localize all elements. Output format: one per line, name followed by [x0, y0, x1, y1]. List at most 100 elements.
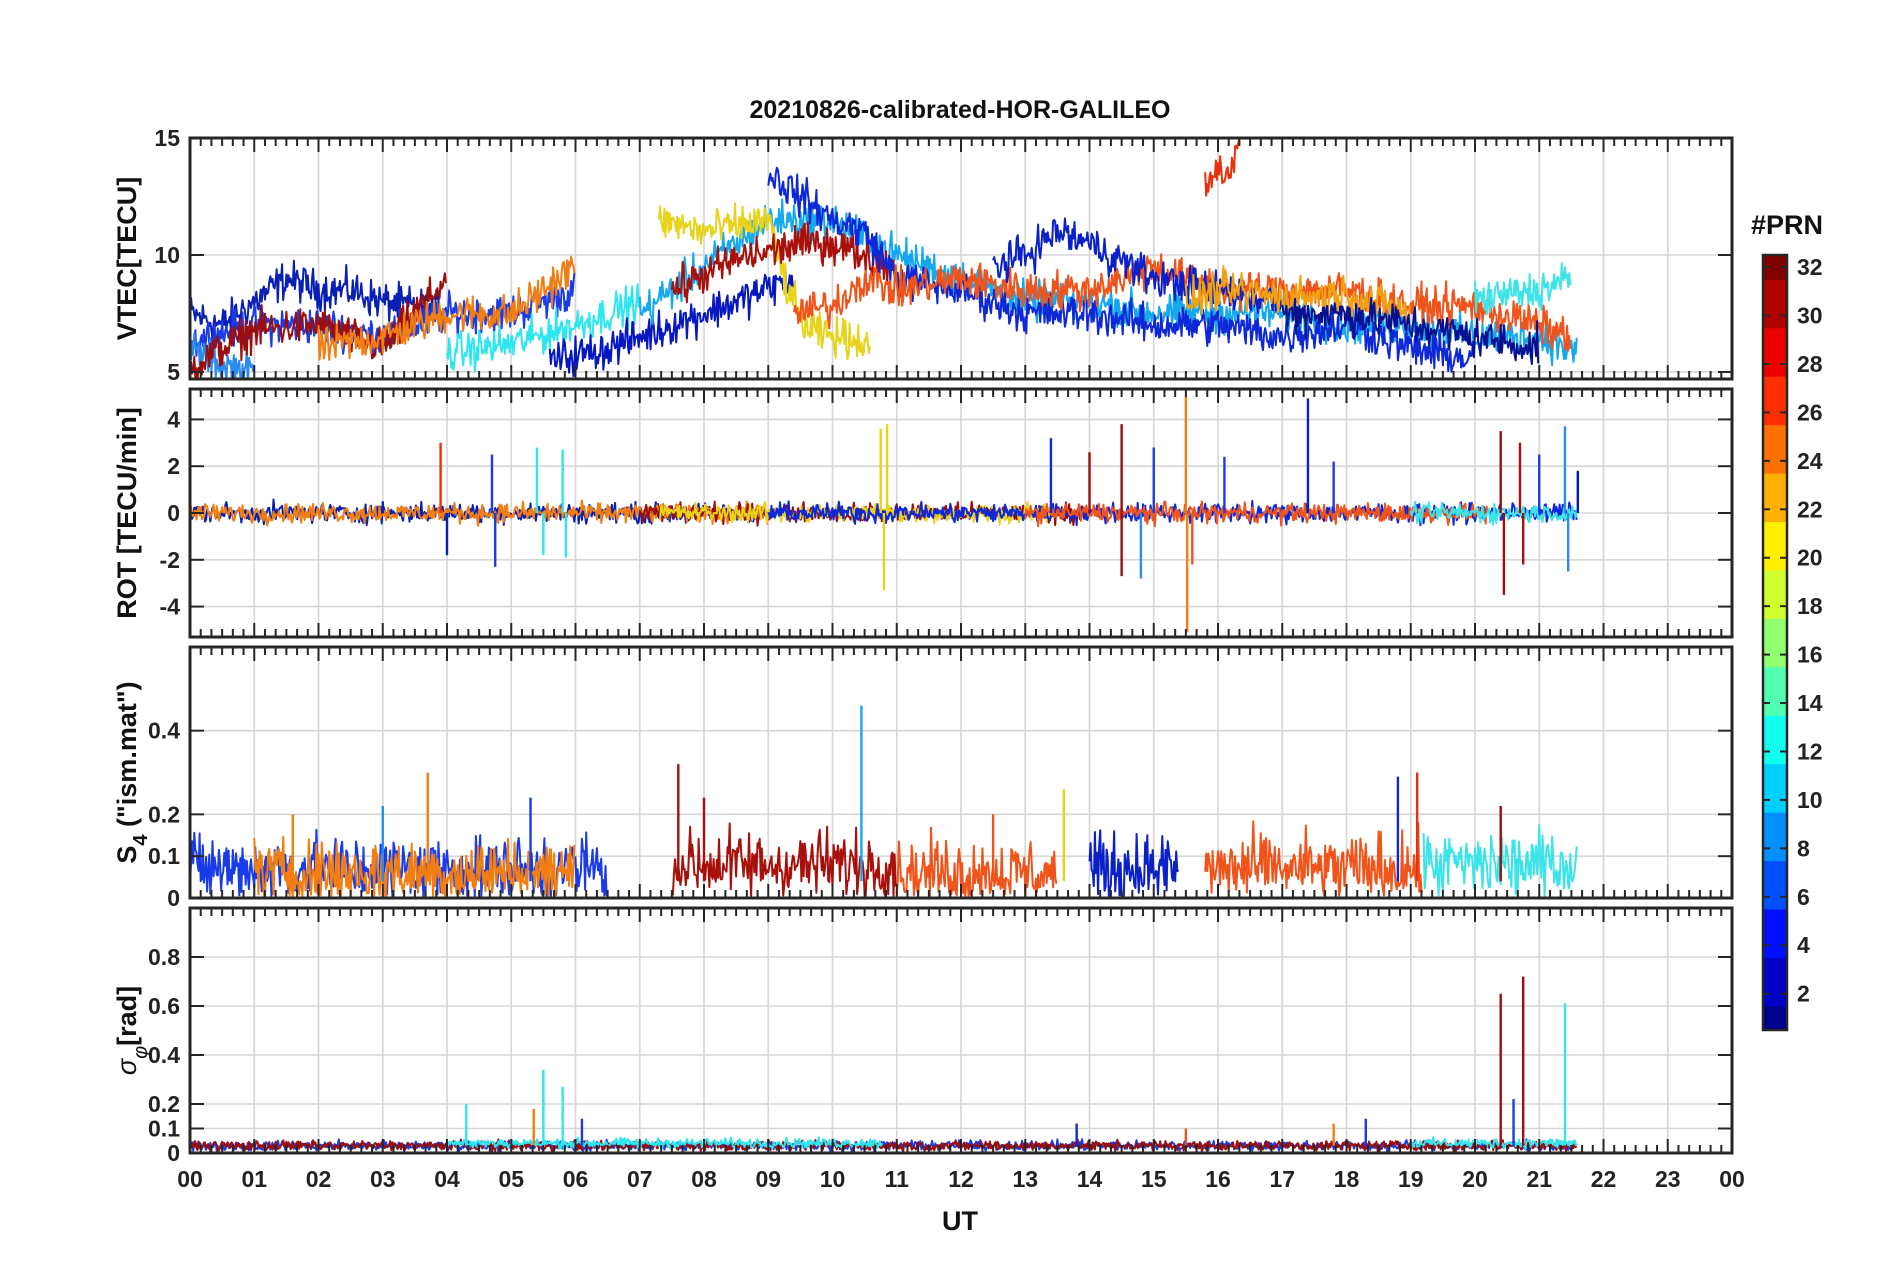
colorbar-tick-label: 30: [1797, 303, 1823, 329]
colorbar-tick-label: 24: [1797, 448, 1823, 474]
x-tick-label: 00: [177, 1166, 203, 1192]
x-tick-label: 04: [434, 1166, 460, 1192]
panel-data: [190, 976, 1578, 1153]
y-tick-label: 4: [167, 406, 180, 432]
series-prn-14: [1410, 1136, 1578, 1150]
colorbar-segment: [1763, 376, 1787, 401]
colorbar-segment: [1763, 957, 1787, 983]
y-tick-label: 0.2: [148, 801, 180, 827]
x-tick-label: 20: [1462, 1166, 1488, 1192]
panel-sigma: 00.10.2 0.4 0.6 0.8 σφ[rad]: [112, 906, 1734, 1166]
x-tick-label: 17: [1269, 1166, 1295, 1192]
panel-data: [190, 705, 1578, 897]
y-axis-label: ROT [TECU/min]: [112, 407, 142, 618]
colorbar-segment: [1763, 472, 1787, 498]
x-tick-label: 00: [1719, 1166, 1745, 1192]
y-tick-label: 0.4: [148, 718, 180, 744]
colorbar-tick-label: 16: [1797, 642, 1823, 668]
x-tick-label: 02: [306, 1166, 332, 1192]
series-prn-24: [253, 835, 576, 897]
colorbar-tick-label: 2: [1797, 981, 1810, 1007]
y-axis-label: VTEC[TECU]: [112, 177, 142, 341]
y-tick-label: 0.1: [148, 1116, 180, 1142]
x-tick-label: 05: [498, 1166, 524, 1192]
x-tick-label: 12: [948, 1166, 974, 1192]
y-tick-label: 0: [167, 1140, 180, 1166]
y-tick-label: 0: [167, 500, 180, 526]
colorbar-segment: [1763, 860, 1787, 886]
colorbar-segment: [1763, 666, 1787, 692]
colorbar-tick-label: 12: [1797, 738, 1823, 764]
y-tick-label: 0.2: [148, 1091, 180, 1117]
colorbar-segment: [1763, 327, 1787, 353]
y-tick-label: 2: [167, 453, 180, 479]
y-axis-label: σφ[rad]: [112, 986, 152, 1075]
series-prn-6: [992, 217, 1283, 314]
y-tick-label: 0.1: [148, 843, 180, 869]
y-tick-label: 15: [154, 125, 180, 151]
colorbar-tick-label: 14: [1797, 690, 1823, 716]
series-prn-31: [670, 221, 897, 304]
series-prn-4: [548, 264, 794, 378]
colorbar-title: #PRN: [1751, 210, 1823, 240]
colorbar-tick-label: 6: [1797, 884, 1810, 910]
series-prn-6: [1088, 829, 1180, 897]
x-tick-label: 23: [1655, 1166, 1681, 1192]
x-tick-label: 19: [1398, 1166, 1424, 1192]
series-prn-31: [671, 822, 897, 897]
series-prn-3: [767, 166, 1475, 373]
colorbar-segment: [1763, 1005, 1787, 1031]
series-prn-9: [190, 332, 255, 379]
colorbar-tick-label: 28: [1797, 351, 1823, 377]
x-tick-label: 07: [627, 1166, 653, 1192]
colorbar-tick-label: 18: [1797, 593, 1823, 619]
series-prn-20: [658, 202, 871, 361]
series-prn-14: [1409, 500, 1578, 526]
x-tick-label: 01: [241, 1166, 267, 1192]
panel-data: [190, 138, 1578, 379]
x-axis-label: UT: [942, 1206, 978, 1236]
colorbar-segment: [1763, 424, 1787, 450]
series-prn-22: [1204, 820, 1424, 897]
colorbar-tick-label: 4: [1797, 932, 1810, 958]
colorbar-tick-label: 8: [1797, 835, 1810, 861]
y-tick-label: -2: [160, 547, 180, 573]
series-prn-26: [1024, 500, 1488, 528]
series-prn-22: [1184, 265, 1411, 329]
panel-s4: 0 0.1 0.2 0.4S4 ("ism.mat"): [112, 645, 1734, 911]
y-tick-label: 0.8: [148, 944, 180, 970]
y-tick-label: 0.6: [148, 993, 180, 1019]
x-tick-label: 15: [1141, 1166, 1167, 1192]
y-tick-label: 0: [167, 885, 180, 911]
y-tick-label: -4: [160, 594, 181, 620]
series-prn-30: [190, 272, 447, 379]
chart-title: 20210826-calibrated-HOR-GALILEO: [750, 96, 1171, 124]
x-tick-label: 08: [691, 1166, 717, 1192]
colorbar-segment: [1763, 279, 1787, 305]
colorbar-tick-label: 32: [1797, 254, 1823, 280]
colorbar-tick-label: 10: [1797, 787, 1823, 813]
x-tick-label: 18: [1334, 1166, 1360, 1192]
colorbar-tick-label: 26: [1797, 399, 1823, 425]
panel-data: [190, 396, 1580, 633]
x-tick-label: 03: [370, 1166, 396, 1192]
x-tick-label: 11: [885, 1166, 910, 1192]
colorbar-frame: [1761, 253, 1789, 1032]
colorbar-segment: [1763, 569, 1787, 595]
x-tick-label: 14: [1077, 1166, 1103, 1192]
series-prn-27: [1204, 138, 1241, 197]
y-axis-label: S4 ("ism.mat"): [112, 681, 152, 863]
panel-rot: -4 -2 0 2 4 ROT [TECU/min]: [112, 387, 1734, 639]
colorbar-tick-label: 20: [1797, 545, 1823, 571]
series-prn-14: [1474, 262, 1572, 316]
x-tick-label: 16: [1205, 1166, 1231, 1192]
colorbar-segment: [1763, 521, 1787, 547]
colorbar-segment: [1763, 812, 1787, 837]
colorbar-segment: [1763, 763, 1787, 789]
x-tick-label: 06: [563, 1166, 589, 1192]
y-tick-label: 5: [167, 359, 180, 385]
colorbar-segment: [1763, 618, 1787, 644]
